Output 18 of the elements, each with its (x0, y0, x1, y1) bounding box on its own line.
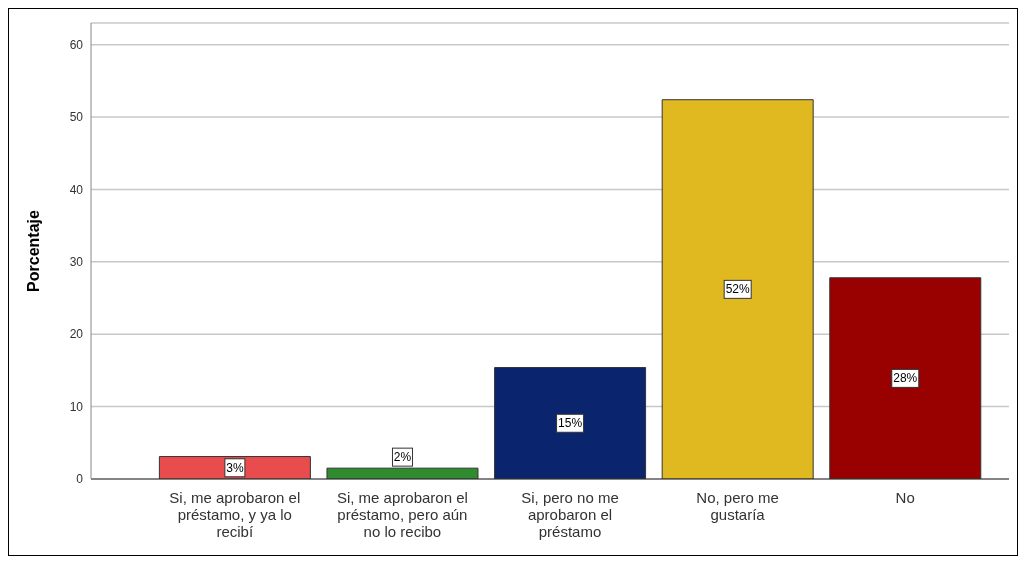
y-tick-label: 30 (69, 255, 84, 270)
x-tick-label: Si, me aprobaron el préstamo, y ya lo recibí (169, 489, 301, 540)
y-tick-label: 40 (69, 182, 84, 197)
data-label: 3% (226, 460, 244, 475)
x-tick-label: No, pero me gustaría (696, 489, 779, 523)
y-axis-title: Porcentaje (24, 209, 42, 292)
y-tick-label: 60 (69, 37, 84, 52)
data-label: 28% (893, 371, 918, 386)
x-tick-label: Si, me aprobaron el préstamo, pero aún no lo recibo (336, 489, 468, 540)
data-label: 52% (725, 282, 751, 297)
x-tick-label: No (895, 489, 915, 506)
data-label: 15% (558, 416, 583, 431)
data-label: 2% (393, 450, 412, 465)
y-tick-label: 10 (69, 399, 84, 414)
y-tick-label: 20 (69, 327, 84, 342)
y-tick-label: 0 (76, 472, 84, 487)
x-tick-label: Si, pero no me aprobaron el préstamo (521, 489, 619, 540)
y-tick-label: 50 (69, 110, 84, 125)
